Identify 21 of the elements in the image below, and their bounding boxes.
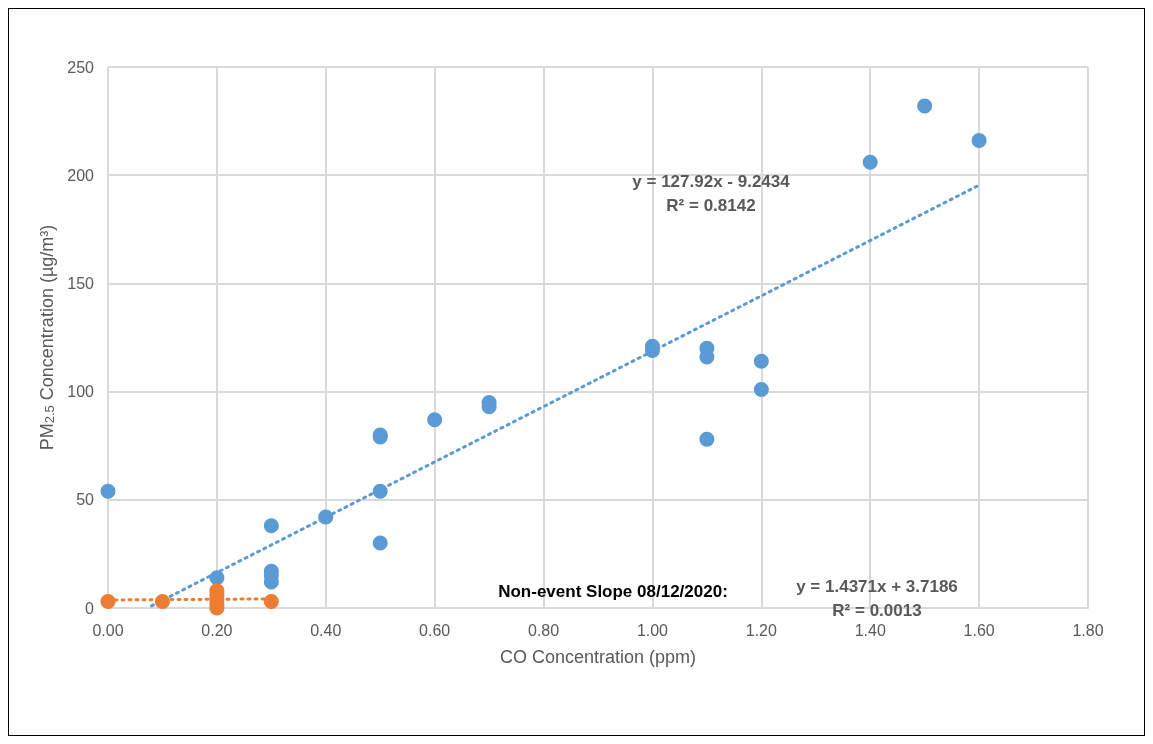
x-tick-label: 0.40 — [310, 621, 342, 639]
x-tick-label: 1.20 — [745, 621, 778, 639]
x-tick-label: 0.00 — [92, 621, 124, 639]
y-tick-label: 100 — [67, 383, 95, 401]
x-tick-label: 1.40 — [854, 621, 886, 639]
x-tick-label: 1.00 — [636, 621, 669, 639]
x-tick-label: 1.60 — [963, 621, 995, 639]
y-tick-label: 200 — [67, 166, 95, 184]
y-tick-label: 50 — [76, 491, 95, 509]
annotation: y = 127.92x - 9.2434 R² = 0.8142 — [632, 171, 791, 215]
x-tick-label: 0.80 — [527, 621, 560, 639]
y-tick-label: 0 — [85, 599, 95, 617]
y-axis-title: PM2.5 Concentration (µg/m³) — [36, 224, 58, 451]
x-tick-label: 0.60 — [419, 621, 451, 639]
annotation: Non-event Slope 08/12/2020: — [498, 581, 728, 601]
x-tick-label: 1.80 — [1072, 621, 1104, 639]
y-tick-label: 250 — [67, 58, 95, 76]
y-tick-label: 150 — [67, 274, 95, 292]
x-axis-title: CO Concentration (ppm) — [499, 647, 697, 667]
annotation: y = 1.4371x + 3.7186 R² = 0.0013 — [796, 576, 958, 620]
x-tick-label: 0.20 — [201, 621, 233, 639]
